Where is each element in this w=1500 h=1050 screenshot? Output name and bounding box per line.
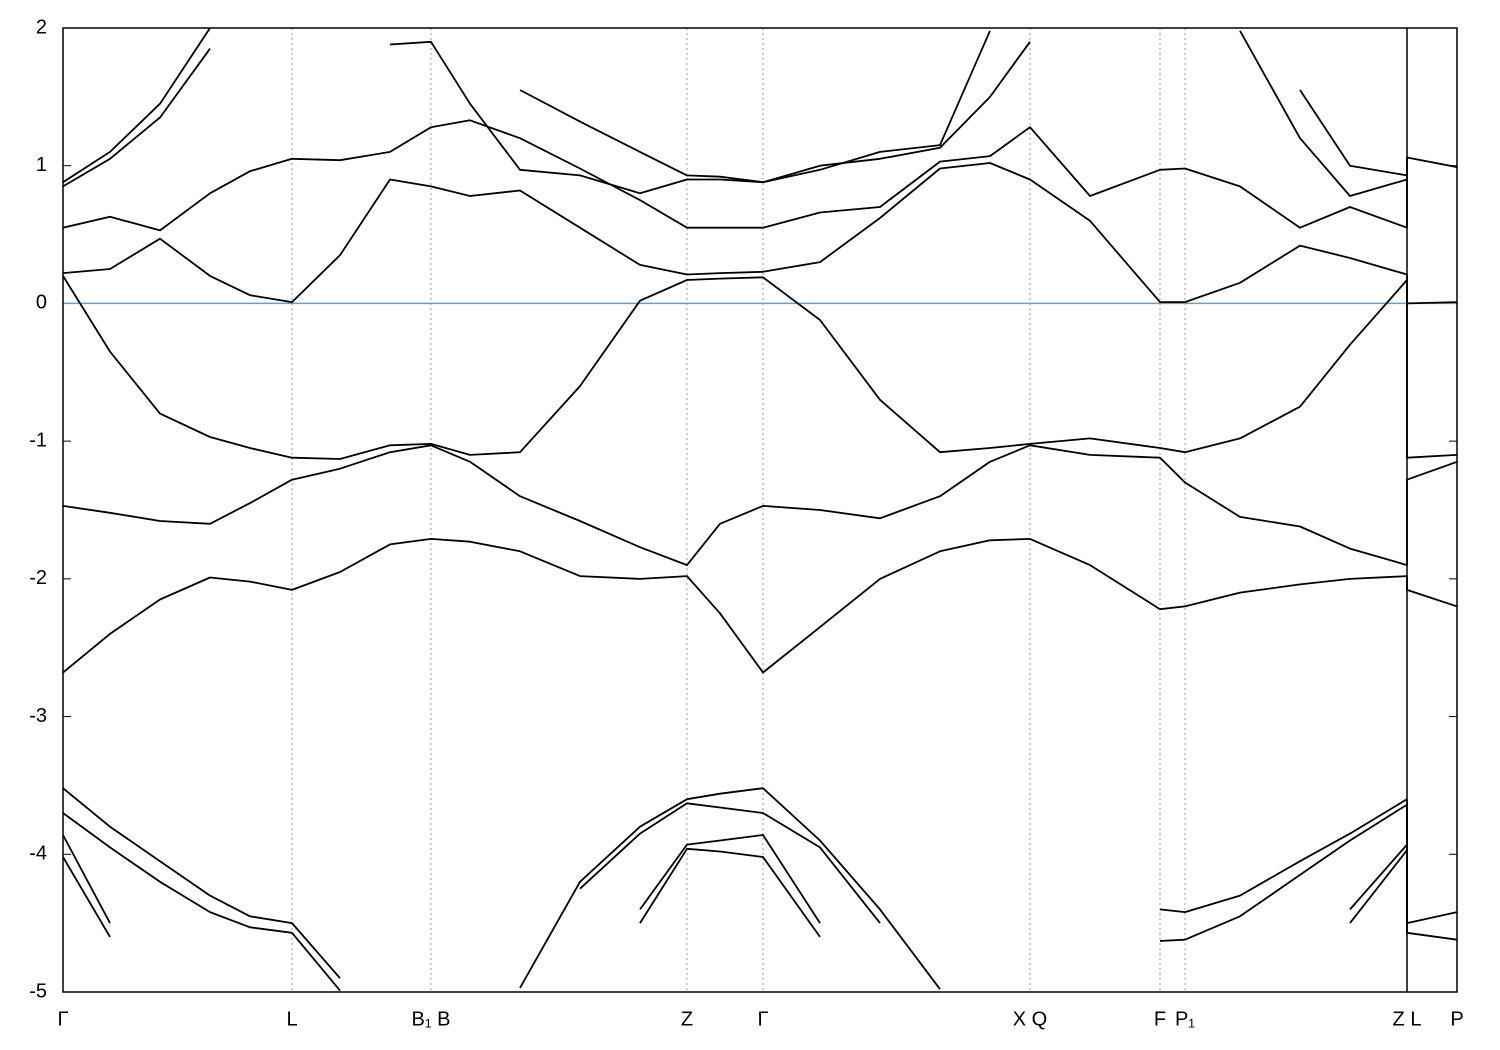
y-tick-label: -2	[29, 567, 47, 589]
x-tick-label: Γ	[757, 1008, 768, 1030]
y-tick-label: -1	[29, 429, 47, 451]
band-line	[63, 28, 1408, 184]
x-tick-label: P	[1450, 1008, 1463, 1030]
band-line	[63, 847, 1408, 938]
bands	[63, 28, 1457, 992]
band-line	[63, 538, 1457, 674]
x-tick-label: B₁ B	[412, 1008, 451, 1030]
y-tick-label: -5	[29, 980, 47, 1002]
x-tick-label: Z	[681, 1008, 693, 1030]
band-line	[63, 162, 1457, 305]
y-tick-label: 2	[36, 16, 47, 38]
y-tick-label: 0	[36, 292, 47, 314]
x-tick-label: Z L	[1393, 1008, 1422, 1030]
band-line	[63, 30, 1408, 197]
x-tick-label: X Q	[1013, 1008, 1047, 1030]
band-line	[63, 802, 1457, 992]
band-line	[63, 275, 1457, 460]
band-line	[63, 119, 1457, 232]
y-tick-label: -4	[29, 843, 47, 865]
plot-frame	[62, 27, 1458, 993]
y-tick-label: 1	[36, 154, 47, 176]
x-tick-label: P₁	[1175, 1008, 1195, 1030]
x-tick-label: Γ	[57, 1008, 68, 1030]
x-tick-label: L	[286, 1008, 297, 1030]
x-tick-label: F	[1154, 1008, 1166, 1030]
band-line	[63, 444, 1457, 566]
band-line	[63, 834, 1408, 924]
labels: -5 -4 -3 -2 -1 0 1 2 Γ L B₁ B Z Γ X Q F P₁ Z L P	[29, 16, 1463, 1030]
y-tick-label: -3	[29, 705, 47, 727]
